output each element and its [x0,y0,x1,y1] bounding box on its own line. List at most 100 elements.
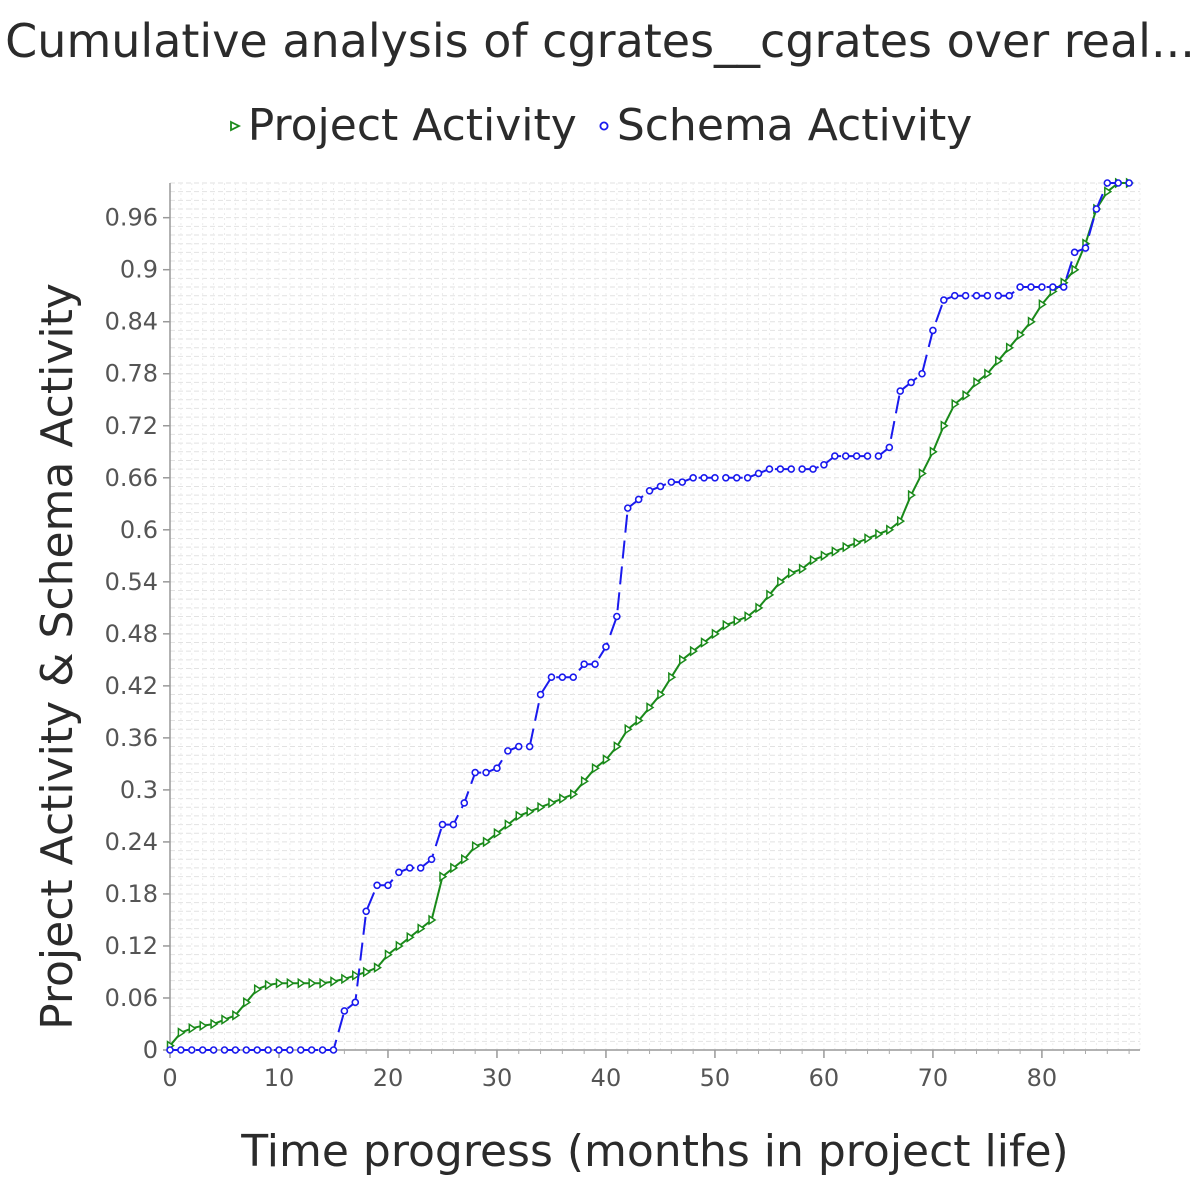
data-point-project-activity [951,398,960,410]
data-point-schema-activity [809,465,817,473]
data-point-project-activity [1027,316,1036,328]
data-point-project-activity [384,949,393,961]
data-point-project-activity [646,702,655,713]
data-point-project-activity [973,377,982,388]
legend-item-schema-activity: Schema Activity [597,100,972,151]
data-point-schema-activity [362,907,370,916]
data-point-schema-activity [732,473,741,482]
data-point-schema-activity [885,443,894,452]
data-point-project-activity [341,973,350,985]
data-point-schema-activity [395,868,403,877]
data-point-project-activity [504,819,513,830]
data-point-project-activity [875,528,884,540]
data-point-schema-activity [558,673,567,681]
data-point-project-activity [820,550,829,562]
data-point-project-activity [1016,329,1025,341]
data-point-project-activity [450,862,459,874]
data-point-schema-activity [874,452,883,460]
data-point-project-activity [580,775,590,787]
data-point-schema-activity [841,452,850,460]
y-tick-label: 0.84 [105,308,158,336]
data-point-schema-activity [722,473,730,482]
data-point-project-activity [744,611,753,622]
data-point-schema-activity [994,291,1003,300]
data-point-schema-activity [1049,283,1057,291]
y-tick-label: 0.48 [105,620,158,648]
data-point-schema-activity [471,768,479,777]
data-point-schema-activity [427,855,436,864]
data-point-project-activity [428,914,437,926]
y-tick-label: 0.96 [105,204,158,232]
data-point-schema-activity [351,998,360,1007]
data-point-schema-activity [1005,291,1014,300]
data-point-project-activity [1005,342,1015,354]
x-tick-label: 30 [482,1064,513,1092]
data-point-project-activity [864,533,873,544]
y-tick-label: 0.06 [105,984,158,1012]
x-tick-label: 50 [700,1064,731,1092]
data-point-project-activity [602,754,611,765]
data-point-schema-activity [1103,179,1112,187]
y-tick-label: 0.54 [105,568,158,596]
data-point-schema-activity [525,742,534,751]
data-point-schema-activity [1092,205,1101,213]
data-point-project-activity [809,554,818,566]
data-point-project-activity [439,871,448,883]
data-point-project-activity [210,1018,219,1030]
data-point-project-activity [896,515,906,527]
data-point-schema-activity [166,1046,174,1054]
data-point-project-activity [537,801,546,813]
data-point-schema-activity [852,452,861,460]
data-point-schema-activity [798,465,806,473]
data-point-project-activity [493,827,502,839]
data-point-project-activity [253,983,263,995]
data-point-project-activity [406,931,415,943]
data-point-schema-activity [776,465,785,473]
x-tick-label: 70 [918,1064,949,1092]
x-tick-label: 20 [373,1064,404,1092]
data-point-project-activity [1038,298,1047,310]
data-point-schema-activity [504,747,512,755]
data-point-project-activity [319,977,328,989]
data-point-project-activity [559,793,568,804]
legend-label-project-activity: Project Activity [247,100,577,151]
data-point-schema-activity [765,465,774,473]
data-point-project-activity [733,615,742,627]
data-point-schema-activity [275,1046,283,1054]
data-point-schema-activity [177,1046,185,1054]
data-point-project-activity [482,836,491,848]
data-point-project-activity [264,979,273,991]
data-point-schema-activity [373,881,381,890]
data-point-schema-activity [961,291,970,300]
data-point-project-activity [929,446,938,458]
data-point-project-activity [886,524,895,536]
data-point-project-activity [275,977,284,989]
y-tick-label: 0.78 [105,360,158,388]
data-point-project-activity [787,567,797,579]
data-point-project-activity [548,797,557,809]
data-point-schema-activity [754,469,763,478]
data-point-project-activity [678,654,688,666]
data-point-schema-activity [1070,248,1079,257]
data-point-schema-activity [1016,283,1024,291]
data-point-project-activity [526,806,535,817]
legend-triangle-icon [229,120,241,131]
data-point-project-activity [199,1020,208,1032]
data-point-schema-activity [231,1046,240,1054]
y-tick-label: 0.42 [105,672,158,700]
data-point-schema-activity [242,1046,251,1054]
legend-item-project-activity: Project Activity [228,100,577,151]
data-point-project-activity [624,723,633,735]
data-point-schema-activity [613,612,621,621]
data-point-schema-activity [940,296,948,304]
data-point-project-activity [570,788,579,800]
data-point-project-activity [243,996,252,1008]
data-point-project-activity [308,977,317,989]
data-point-schema-activity [220,1046,229,1054]
data-point-schema-activity [514,742,523,751]
y-tick-label: 0.3 [120,776,158,804]
data-point-project-activity [711,628,720,640]
data-point-schema-activity [918,369,926,378]
data-point-schema-activity [1038,283,1046,291]
data-point-project-activity [755,602,764,614]
